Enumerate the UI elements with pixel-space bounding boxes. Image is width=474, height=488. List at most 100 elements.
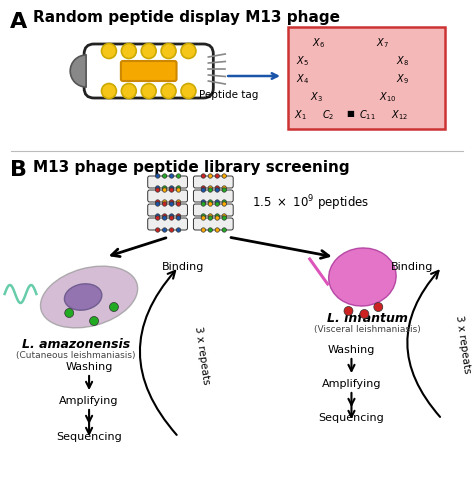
Circle shape bbox=[215, 216, 219, 221]
FancyBboxPatch shape bbox=[84, 45, 213, 99]
Circle shape bbox=[155, 214, 160, 219]
Circle shape bbox=[208, 186, 212, 191]
Wedge shape bbox=[70, 56, 86, 88]
Circle shape bbox=[163, 186, 167, 191]
Circle shape bbox=[155, 201, 160, 205]
Circle shape bbox=[65, 309, 73, 318]
Circle shape bbox=[169, 188, 174, 193]
Circle shape bbox=[208, 201, 212, 205]
Text: $X_8$: $X_8$ bbox=[396, 54, 409, 68]
Text: $X_9$: $X_9$ bbox=[396, 72, 409, 85]
FancyBboxPatch shape bbox=[193, 204, 233, 217]
Circle shape bbox=[161, 44, 176, 60]
Circle shape bbox=[208, 216, 212, 221]
Text: $X_6$: $X_6$ bbox=[312, 36, 325, 50]
Circle shape bbox=[208, 228, 212, 233]
Text: B: B bbox=[9, 160, 27, 180]
Circle shape bbox=[169, 201, 174, 205]
Ellipse shape bbox=[40, 266, 137, 328]
Circle shape bbox=[176, 203, 181, 207]
Text: Binding: Binding bbox=[391, 262, 434, 271]
Circle shape bbox=[155, 186, 160, 191]
Circle shape bbox=[155, 216, 160, 221]
FancyBboxPatch shape bbox=[193, 219, 233, 230]
Circle shape bbox=[208, 214, 212, 219]
Circle shape bbox=[201, 201, 206, 205]
Circle shape bbox=[163, 214, 167, 219]
Circle shape bbox=[163, 228, 167, 233]
Circle shape bbox=[90, 317, 99, 326]
FancyBboxPatch shape bbox=[121, 62, 176, 82]
FancyBboxPatch shape bbox=[148, 177, 188, 189]
Circle shape bbox=[163, 216, 167, 221]
Circle shape bbox=[201, 228, 206, 233]
Circle shape bbox=[215, 228, 219, 233]
Text: L. amazonensis: L. amazonensis bbox=[22, 337, 130, 350]
Text: Sequencing: Sequencing bbox=[56, 431, 122, 441]
Circle shape bbox=[176, 174, 181, 179]
Circle shape bbox=[141, 44, 156, 60]
Circle shape bbox=[344, 307, 353, 316]
Circle shape bbox=[181, 84, 196, 99]
Text: Washing: Washing bbox=[65, 361, 113, 371]
Circle shape bbox=[208, 203, 212, 207]
Circle shape bbox=[215, 214, 219, 219]
Circle shape bbox=[169, 203, 174, 207]
Text: Amplifying: Amplifying bbox=[322, 378, 381, 388]
FancyBboxPatch shape bbox=[148, 204, 188, 217]
Text: $C_{11}$: $C_{11}$ bbox=[359, 108, 376, 122]
Text: Washing: Washing bbox=[328, 345, 375, 354]
Circle shape bbox=[163, 201, 167, 205]
Circle shape bbox=[155, 203, 160, 207]
Circle shape bbox=[101, 84, 117, 99]
Circle shape bbox=[181, 44, 196, 60]
Circle shape bbox=[169, 186, 174, 191]
Text: 3 x repeats: 3 x repeats bbox=[454, 314, 472, 373]
Circle shape bbox=[169, 216, 174, 221]
Text: M13 phage peptide library screening: M13 phage peptide library screening bbox=[34, 160, 350, 175]
Text: $X_5$: $X_5$ bbox=[296, 54, 309, 68]
Circle shape bbox=[176, 186, 181, 191]
Circle shape bbox=[155, 188, 160, 193]
Circle shape bbox=[201, 174, 206, 179]
Text: L. infantum: L. infantum bbox=[327, 311, 408, 325]
Circle shape bbox=[169, 174, 174, 179]
Circle shape bbox=[121, 44, 137, 60]
Circle shape bbox=[163, 203, 167, 207]
Text: (Visceral leishmaniasis): (Visceral leishmaniasis) bbox=[314, 325, 421, 333]
Circle shape bbox=[222, 228, 227, 233]
Ellipse shape bbox=[328, 248, 396, 306]
FancyArrowPatch shape bbox=[407, 271, 440, 417]
Circle shape bbox=[215, 201, 219, 205]
Text: Random peptide display M13 phage: Random peptide display M13 phage bbox=[34, 10, 340, 25]
Circle shape bbox=[169, 214, 174, 219]
Text: $X_4$: $X_4$ bbox=[296, 72, 309, 85]
Text: Sequencing: Sequencing bbox=[319, 412, 384, 422]
FancyBboxPatch shape bbox=[148, 219, 188, 230]
Text: Peptide tag: Peptide tag bbox=[199, 90, 258, 100]
Circle shape bbox=[163, 188, 167, 193]
Circle shape bbox=[176, 228, 181, 233]
Circle shape bbox=[101, 44, 117, 60]
Circle shape bbox=[222, 186, 227, 191]
Circle shape bbox=[215, 186, 219, 191]
Circle shape bbox=[215, 203, 219, 207]
Text: (Cutaneous leishmaniasis): (Cutaneous leishmaniasis) bbox=[17, 350, 136, 359]
Circle shape bbox=[215, 174, 219, 179]
Circle shape bbox=[161, 84, 176, 99]
Circle shape bbox=[222, 216, 227, 221]
Circle shape bbox=[121, 84, 137, 99]
Circle shape bbox=[201, 203, 206, 207]
Circle shape bbox=[176, 216, 181, 221]
Circle shape bbox=[176, 201, 181, 205]
Circle shape bbox=[163, 174, 167, 179]
Text: $1.5\ \times\ 10^9$ peptides: $1.5\ \times\ 10^9$ peptides bbox=[252, 193, 369, 212]
Text: $X_3$: $X_3$ bbox=[310, 90, 323, 103]
Text: $C_2$: $C_2$ bbox=[322, 108, 334, 122]
Circle shape bbox=[222, 214, 227, 219]
Text: $X_{12}$: $X_{12}$ bbox=[391, 108, 408, 122]
Circle shape bbox=[201, 188, 206, 193]
Circle shape bbox=[176, 214, 181, 219]
Circle shape bbox=[169, 228, 174, 233]
Circle shape bbox=[374, 303, 383, 312]
